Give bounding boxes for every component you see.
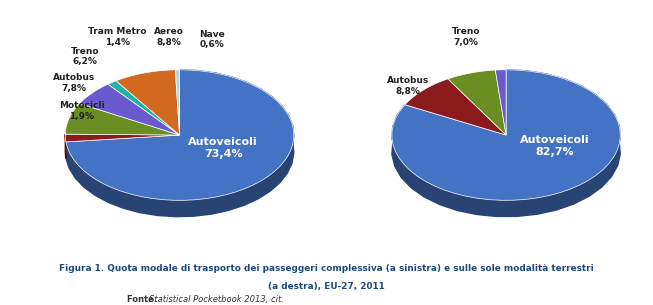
Text: Tram Metro
1,4%: Tram Metro 1,4%: [88, 27, 147, 47]
Text: (a destra), EU-27, 2011: (a destra), EU-27, 2011: [268, 282, 385, 291]
Polygon shape: [175, 70, 180, 135]
Text: Nave
0,6%: Nave 0,6%: [199, 30, 225, 49]
Text: Figura 1. Quota modale di trasporto dei passeggeri complessiva (a sinistra) e su: Figura 1. Quota modale di trasporto dei …: [59, 264, 594, 273]
Text: Motocicli
1,9%: Motocicli 1,9%: [59, 102, 104, 121]
Text: Autobus
8,8%: Autobus 8,8%: [387, 76, 429, 96]
Text: Autobus
7,8%: Autobus 7,8%: [53, 73, 95, 92]
Text: Treno
7,0%: Treno 7,0%: [452, 27, 480, 47]
Polygon shape: [392, 70, 620, 200]
Polygon shape: [116, 70, 180, 135]
Text: Fonte:: Fonte:: [127, 295, 161, 304]
Text: Statistical Pocketbook 2013, cit.: Statistical Pocketbook 2013, cit.: [149, 295, 284, 304]
Text: Autoveicoli
82,7%: Autoveicoli 82,7%: [520, 135, 590, 157]
Polygon shape: [80, 84, 180, 135]
Polygon shape: [65, 134, 180, 142]
Polygon shape: [66, 70, 294, 217]
Polygon shape: [108, 81, 180, 135]
Text: Aereo
8,8%: Aereo 8,8%: [153, 27, 183, 47]
Polygon shape: [66, 70, 294, 200]
Polygon shape: [496, 70, 506, 135]
Text: Autoveicoli
73,4%: Autoveicoli 73,4%: [188, 137, 258, 159]
Text: Treno
6,2%: Treno 6,2%: [71, 47, 99, 66]
Polygon shape: [448, 70, 506, 135]
Polygon shape: [65, 103, 180, 135]
Polygon shape: [405, 79, 506, 135]
Polygon shape: [392, 70, 620, 217]
